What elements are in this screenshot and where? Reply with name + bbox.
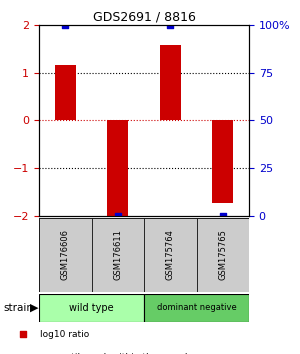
Text: log10 ratio: log10 ratio: [40, 330, 89, 338]
Text: wild type: wild type: [69, 303, 114, 313]
Bar: [196, 218, 249, 292]
Bar: [144, 294, 249, 322]
Text: GSM176611: GSM176611: [113, 229, 122, 280]
Point: [115, 213, 120, 219]
Bar: [55, 65, 76, 120]
Text: strain: strain: [3, 303, 33, 313]
Text: GSM175764: GSM175764: [166, 229, 175, 280]
Point: [63, 22, 68, 28]
Text: percentile rank within the sample: percentile rank within the sample: [40, 353, 193, 354]
Bar: [107, 120, 128, 216]
Bar: [212, 120, 233, 202]
Bar: [144, 218, 196, 292]
Point: [21, 331, 26, 337]
Text: ▶: ▶: [30, 303, 39, 313]
Text: GSM175765: GSM175765: [218, 229, 227, 280]
Bar: [160, 45, 181, 120]
Bar: [39, 218, 92, 292]
Text: dominant negative: dominant negative: [157, 303, 236, 313]
Text: GSM176606: GSM176606: [61, 229, 70, 280]
Title: GDS2691 / 8816: GDS2691 / 8816: [93, 11, 195, 24]
Bar: [39, 294, 144, 322]
Point: [168, 22, 173, 28]
Point: [220, 213, 225, 219]
Bar: [92, 218, 144, 292]
